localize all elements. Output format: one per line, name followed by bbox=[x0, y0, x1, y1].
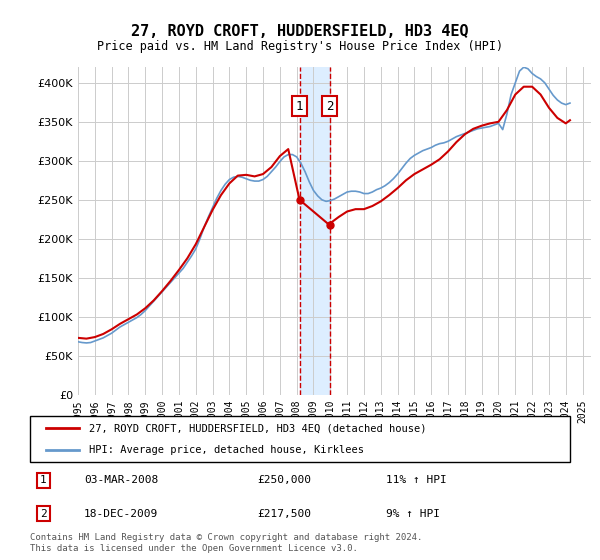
Text: 9% ↑ HPI: 9% ↑ HPI bbox=[386, 508, 440, 519]
Text: 1: 1 bbox=[40, 475, 47, 486]
Bar bbox=[299, 67, 329, 395]
Text: 27, ROYD CROFT, HUDDERSFIELD, HD3 4EQ (detached house): 27, ROYD CROFT, HUDDERSFIELD, HD3 4EQ (d… bbox=[89, 423, 427, 433]
Text: 2: 2 bbox=[40, 508, 47, 519]
Text: 27, ROYD CROFT, HUDDERSFIELD, HD3 4EQ: 27, ROYD CROFT, HUDDERSFIELD, HD3 4EQ bbox=[131, 24, 469, 39]
Text: 03-MAR-2008: 03-MAR-2008 bbox=[84, 475, 158, 486]
Text: Contains HM Land Registry data © Crown copyright and database right 2024.
This d: Contains HM Land Registry data © Crown c… bbox=[30, 533, 422, 553]
Text: HPI: Average price, detached house, Kirklees: HPI: Average price, detached house, Kirk… bbox=[89, 445, 364, 455]
Text: 18-DEC-2009: 18-DEC-2009 bbox=[84, 508, 158, 519]
Text: £250,000: £250,000 bbox=[257, 475, 311, 486]
Text: Price paid vs. HM Land Registry's House Price Index (HPI): Price paid vs. HM Land Registry's House … bbox=[97, 40, 503, 53]
Text: £217,500: £217,500 bbox=[257, 508, 311, 519]
Text: 1: 1 bbox=[296, 100, 303, 113]
FancyBboxPatch shape bbox=[30, 416, 570, 462]
Text: 11% ↑ HPI: 11% ↑ HPI bbox=[386, 475, 447, 486]
Text: 2: 2 bbox=[326, 100, 334, 113]
